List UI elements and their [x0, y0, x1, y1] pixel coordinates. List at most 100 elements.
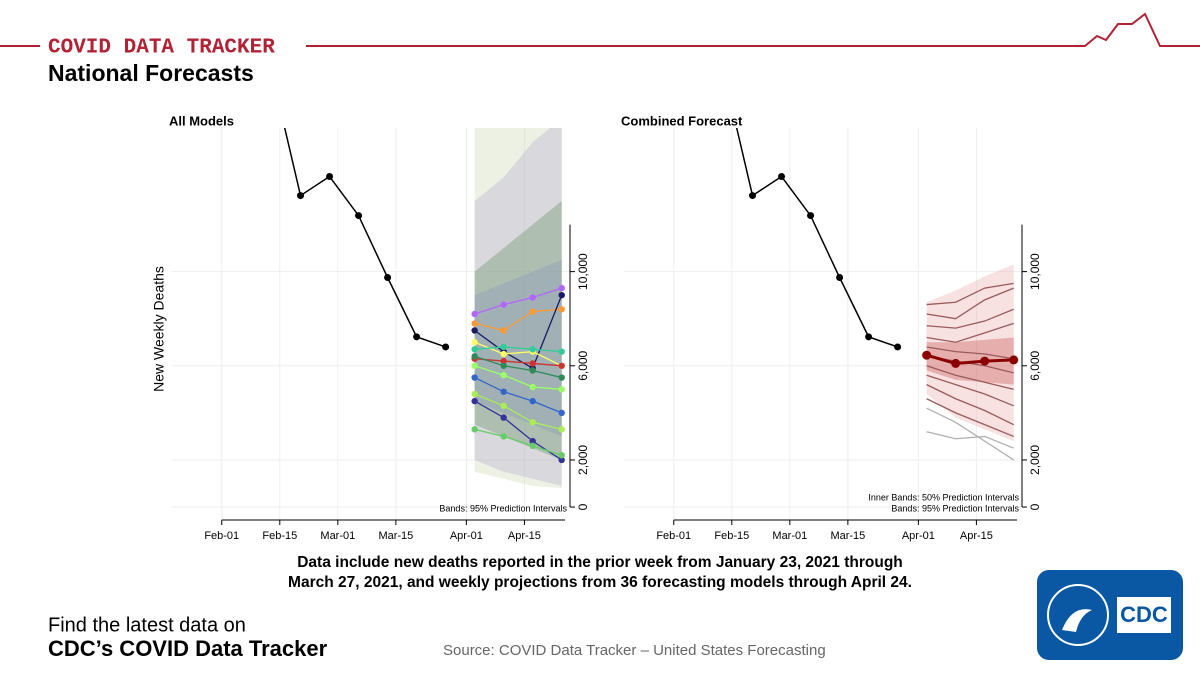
model-point: [558, 291, 565, 299]
y-tick-label: 6,000: [1028, 350, 1042, 380]
caption: Data include new deaths reported in the …: [297, 554, 903, 571]
model-point: [500, 362, 507, 369]
model-point: [500, 414, 507, 421]
header-rule: [306, 12, 1200, 47]
model-point: [558, 452, 565, 459]
annotation: Inner Bands: 50% Prediction Intervals: [868, 492, 1019, 502]
observed-point: [297, 192, 305, 200]
prediction-band: [474, 128, 562, 486]
model-point: [500, 388, 507, 395]
model-point: [500, 350, 507, 358]
x-tick-label: Mar-01: [772, 530, 807, 542]
observed-point: [778, 172, 786, 180]
model-point: [558, 409, 565, 417]
model-point: [558, 306, 565, 313]
model-point: [471, 346, 478, 353]
cdc-logo: CDC: [1037, 570, 1183, 660]
model-line: [926, 322, 1014, 343]
model-line: [926, 384, 1014, 426]
model-point: [500, 327, 507, 334]
y-tick-label: 10,000: [576, 253, 590, 290]
model-line: [926, 407, 1015, 461]
model-point: [558, 348, 565, 355]
observed-line: [735, 128, 898, 348]
model-point: [471, 374, 478, 381]
prediction-band: [474, 200, 562, 460]
y-tick-label: 6,000: [576, 350, 590, 380]
observed-point: [268, 68, 275, 75]
y-tick-label: 0: [576, 503, 590, 510]
model-line: [474, 346, 562, 353]
annotation: Bands: 95% Prediction Intervals: [439, 503, 567, 513]
model-point: [500, 372, 507, 379]
chart-title: Combined Forecast: [621, 113, 743, 128]
model-point: [471, 353, 478, 360]
model-point: [529, 383, 536, 391]
model-line: [926, 287, 1014, 320]
model-point: [471, 390, 478, 398]
model-point: [500, 402, 507, 410]
chart-title: All Models: [169, 113, 234, 128]
model-point: [529, 442, 536, 450]
observed-point: [720, 68, 727, 75]
observed-point: [749, 192, 757, 200]
x-tick-label: Apr-01: [450, 530, 483, 542]
model-point: [558, 284, 565, 292]
model-point: [558, 456, 565, 464]
model-point: [558, 362, 565, 369]
logo-background: [1037, 570, 1183, 660]
y-tick-label: 2,000: [576, 445, 590, 475]
model-line: [474, 294, 563, 370]
x-tick-label: Mar-15: [378, 530, 413, 542]
model-line: [474, 393, 562, 430]
model-point: [529, 308, 536, 315]
model-point: [529, 367, 536, 374]
plot-area: [624, 68, 1022, 520]
model-line: [926, 282, 1014, 306]
model-line: [926, 308, 1014, 329]
x-tick-label: Apr-15: [960, 530, 993, 542]
model-point: [558, 374, 565, 381]
model-line: [926, 398, 1014, 438]
y-axis-title: New Weekly Deaths: [151, 266, 167, 392]
x-tick-label: Feb-15: [714, 530, 749, 542]
model-point: [529, 419, 536, 426]
observed-point: [894, 343, 902, 351]
model-point: [471, 362, 478, 369]
brand: COVID DATA TRACKER: [48, 37, 275, 60]
median-point: [980, 356, 990, 366]
observed-point: [865, 333, 873, 341]
plot-area: [172, 68, 570, 520]
model-line: [474, 376, 562, 414]
model-point: [558, 386, 565, 393]
model-point: [558, 426, 565, 433]
model-point: [471, 310, 478, 318]
model-point: [529, 360, 536, 367]
x-tick-label: Mar-15: [830, 530, 865, 542]
source: Source: COVID Data Tracker – United Stat…: [443, 642, 826, 659]
model-point: [500, 357, 507, 365]
logo-text: CDC: [1120, 602, 1168, 627]
logo-seal: [1047, 584, 1109, 646]
median-point: [922, 350, 932, 360]
tracker-link: CDC’s COVID Data Tracker: [48, 636, 328, 661]
observed-point: [442, 343, 450, 351]
observed-line: [283, 128, 446, 348]
observed-point: [807, 212, 815, 220]
model-point: [529, 294, 536, 301]
model-line: [474, 365, 562, 390]
median-point: [951, 358, 961, 368]
model-point: [471, 397, 478, 405]
model-point: [529, 397, 536, 405]
x-tick-label: Feb-01: [656, 530, 691, 542]
model-point: [500, 301, 507, 308]
model-line: [926, 346, 1014, 360]
x-tick-label: Mar-01: [320, 530, 355, 542]
model-line: [474, 287, 562, 315]
model-line: [474, 428, 562, 456]
x-tick-label: Feb-01: [204, 530, 239, 542]
observed-point: [355, 212, 363, 220]
model-line: [474, 355, 562, 379]
annotation: Bands: 95% Prediction Intervals: [891, 503, 1019, 513]
